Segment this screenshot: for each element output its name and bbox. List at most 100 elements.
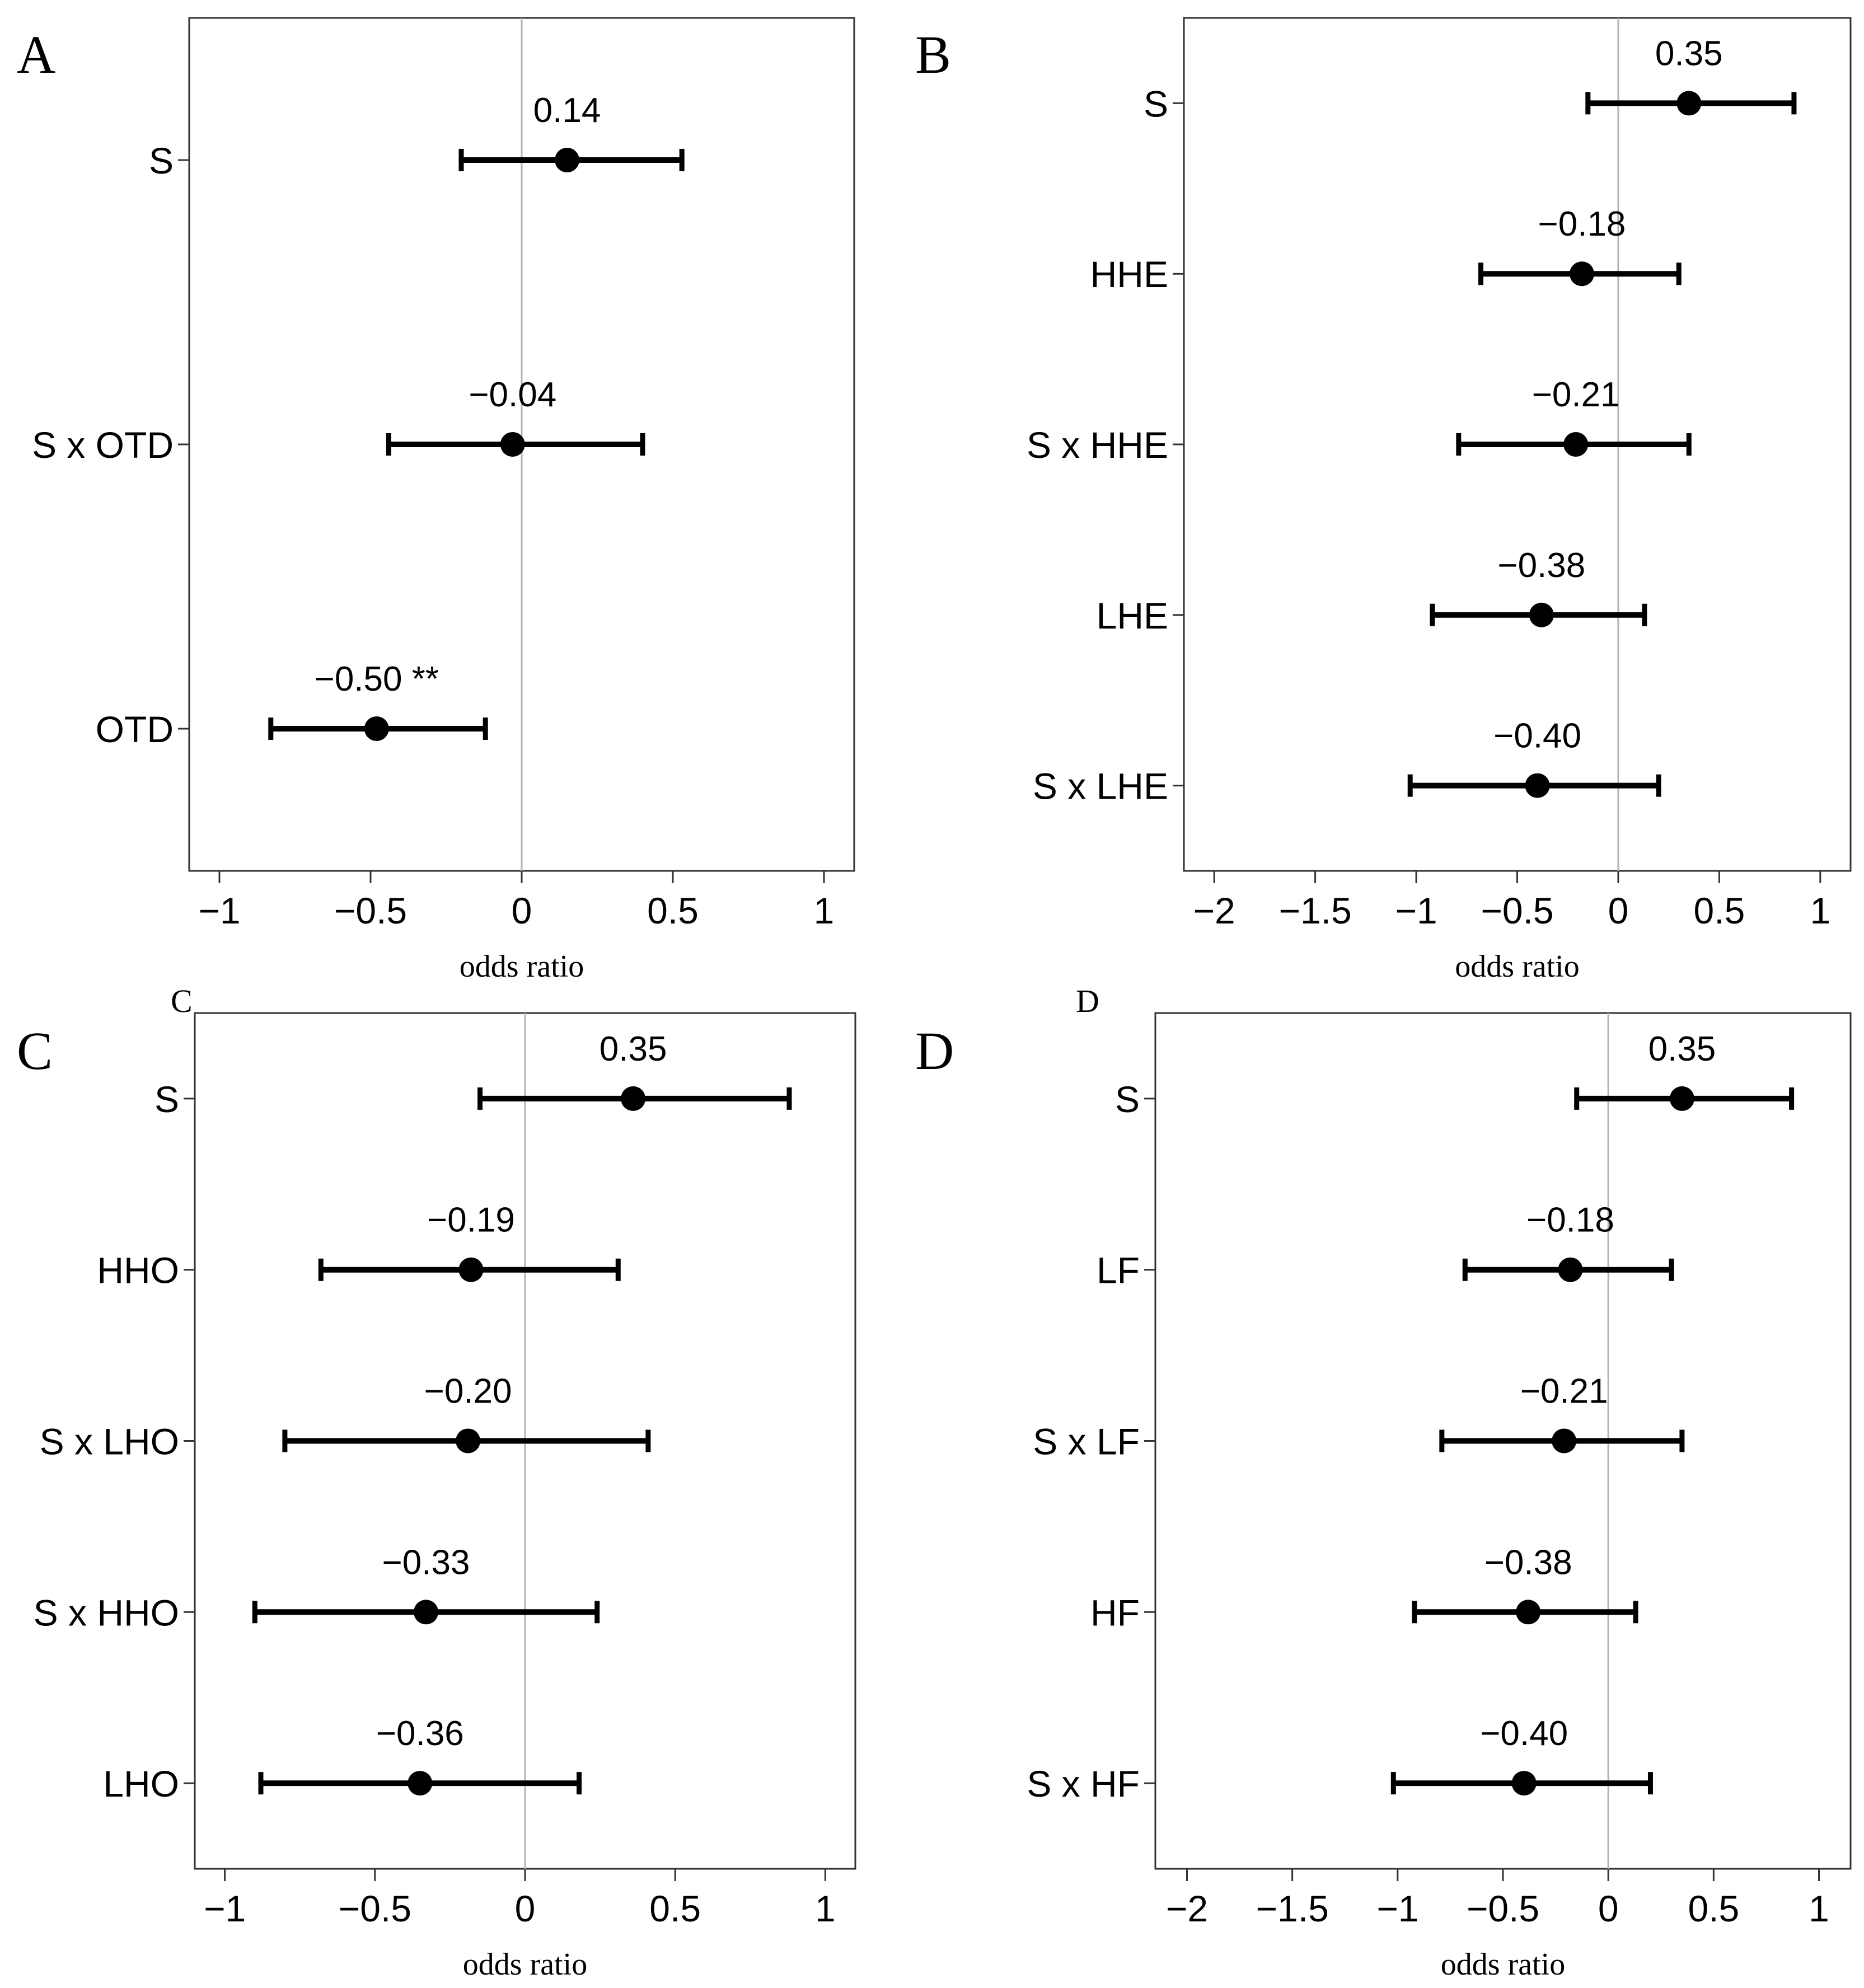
- row-3: S x LHO −0.20: [40, 1372, 651, 1462]
- point-estimate: [1516, 1600, 1541, 1625]
- y-tick-label: LF: [1097, 1250, 1140, 1291]
- estimate-label: 0.35: [1648, 1030, 1716, 1068]
- estimate-label: −0.36: [376, 1714, 464, 1753]
- x-tick-label: 1: [1810, 890, 1831, 931]
- row-4: LHE −0.38: [1097, 546, 1647, 636]
- y-tick-label: S x LHO: [40, 1421, 179, 1462]
- panel-subtitle: D: [1076, 983, 1099, 1019]
- point-estimate: [1669, 1086, 1694, 1111]
- x-axis-title: odds ratio: [463, 1947, 587, 1982]
- point-estimate: [500, 432, 525, 457]
- point-estimate: [1558, 1257, 1583, 1282]
- x-tick-label: 0: [1608, 890, 1629, 931]
- y-tick-label: S x LHE: [1033, 766, 1168, 807]
- point-estimate: [456, 1428, 481, 1454]
- x-tick-label: 0.5: [1694, 890, 1745, 931]
- row-3: S x HHE −0.21: [1027, 376, 1692, 466]
- y-tick-label: OTD: [96, 709, 174, 750]
- point-estimate: [1569, 261, 1594, 287]
- x-tick-label: −1: [204, 1888, 246, 1929]
- estimate-label: −0.18: [1538, 205, 1626, 243]
- x-tick-label: 1: [815, 1888, 836, 1929]
- x-tick-label: −0.5: [339, 1888, 411, 1929]
- x-tick-label: −0.5: [1481, 890, 1553, 931]
- y-tick-label: S x HF: [1027, 1763, 1140, 1804]
- row-4: HF −0.38: [1090, 1543, 1638, 1633]
- point-estimate: [621, 1086, 646, 1111]
- estimate-label: −0.20: [424, 1372, 512, 1411]
- point-estimate: [1563, 432, 1589, 457]
- y-tick-label: S: [1115, 1079, 1140, 1120]
- y-tick-label: S x LF: [1033, 1421, 1140, 1462]
- estimate-label: −0.40: [1480, 1714, 1568, 1753]
- x-axis-title: odds ratio: [1441, 1947, 1565, 1982]
- x-tick-label: −0.5: [1467, 1888, 1539, 1929]
- row-5: LHO −0.36: [103, 1714, 582, 1804]
- x-tick-label: −1: [1395, 890, 1437, 931]
- row-2: LF −0.18: [1097, 1201, 1674, 1291]
- x-axis-title: odds ratio: [1455, 949, 1579, 984]
- estimate-label: −0.18: [1526, 1201, 1614, 1240]
- x-tick-label: −2: [1166, 1888, 1208, 1929]
- y-tick-label: S: [149, 140, 174, 181]
- estimate-label: −0.40: [1493, 717, 1581, 756]
- row-4: S x HHO −0.33: [34, 1543, 600, 1633]
- y-tick-label: S: [154, 1079, 179, 1120]
- row-5: S x HF −0.40: [1027, 1714, 1653, 1804]
- estimate-label: 0.35: [1655, 34, 1723, 73]
- point-estimate: [408, 1771, 433, 1796]
- row-3: S x LF −0.21: [1033, 1372, 1685, 1462]
- estimate-label: −0.33: [382, 1543, 470, 1582]
- x-tick-label: 1: [814, 890, 835, 931]
- y-tick-label: LHE: [1097, 595, 1168, 636]
- y-tick-label: LHO: [103, 1763, 179, 1804]
- y-tick-label: HHO: [97, 1250, 179, 1291]
- panel-b: −2 −1.5 −1 −0.5 0 0.5 1 odds ratio B S 0.35 HHE −0.1…: [915, 17, 1852, 984]
- point-estimate: [1529, 602, 1554, 627]
- row-2: S x OTD −0.04: [32, 376, 645, 466]
- point-estimate: [1676, 91, 1702, 116]
- point-estimate: [1525, 773, 1550, 798]
- x-tick-label: −1.5: [1256, 1888, 1328, 1929]
- row-2: HHO −0.19: [97, 1201, 621, 1291]
- row-1: S 0.35: [1144, 34, 1797, 124]
- x-tick-label: −0.5: [334, 890, 407, 931]
- panel-letter: C: [17, 1021, 53, 1081]
- estimate-label: −0.38: [1484, 1543, 1572, 1582]
- panel-c: −1 −0.5 0 0.5 1 odds ratio C C S 0.35 HHO −0.19 S x …: [17, 983, 856, 1982]
- estimate-label: −0.38: [1497, 546, 1585, 585]
- estimate-label: −0.21: [1532, 376, 1620, 414]
- panel-letter: D: [915, 1021, 954, 1081]
- x-tick-label: 0: [515, 1888, 536, 1929]
- y-tick-label: S x HHE: [1027, 424, 1168, 466]
- x-tick-label: 0.5: [649, 1888, 701, 1929]
- point-estimate: [364, 716, 389, 741]
- y-tick-label: S x OTD: [32, 424, 174, 466]
- panel-subtitle: C: [171, 983, 193, 1019]
- row-2: HHE −0.18: [1090, 205, 1682, 295]
- row-1: S 0.14: [149, 91, 685, 181]
- row-1: S 0.35: [1115, 1030, 1795, 1120]
- x-tick-label: −2: [1193, 890, 1235, 931]
- point-estimate: [555, 148, 579, 172]
- estimate-label: 0.35: [600, 1030, 667, 1068]
- x-tick-label: 0: [1598, 1888, 1619, 1929]
- x-tick-label: 1: [1809, 1888, 1829, 1929]
- row-5: S x LHE −0.40: [1033, 717, 1661, 807]
- panel-letter: A: [17, 25, 55, 85]
- x-tick-label: 0.5: [1688, 1888, 1739, 1929]
- x-tick-label: 0: [512, 890, 532, 931]
- panel-d: −2 −1.5 −1 −0.5 0 0.5 1 odds ratio D D S 0.35 LF −0.1…: [915, 983, 1852, 1982]
- panel-a: −1 −0.5 0 0.5 1 odds ratio A S 0.14 S x OTD −0.04 O…: [17, 17, 855, 984]
- x-tick-label: −1: [198, 890, 240, 931]
- estimate-label: 0.14: [533, 91, 601, 130]
- estimate-label: −0.50 **: [315, 660, 439, 698]
- y-tick-label: HF: [1090, 1592, 1140, 1633]
- x-tick-label: −1: [1376, 1888, 1418, 1929]
- panel-letter: B: [915, 25, 951, 85]
- estimate-label: −0.21: [1520, 1372, 1608, 1411]
- point-estimate: [1552, 1428, 1577, 1454]
- estimate-label: −0.04: [469, 376, 556, 414]
- x-tick-label: −1.5: [1278, 890, 1351, 931]
- x-tick-label: 0.5: [647, 890, 699, 931]
